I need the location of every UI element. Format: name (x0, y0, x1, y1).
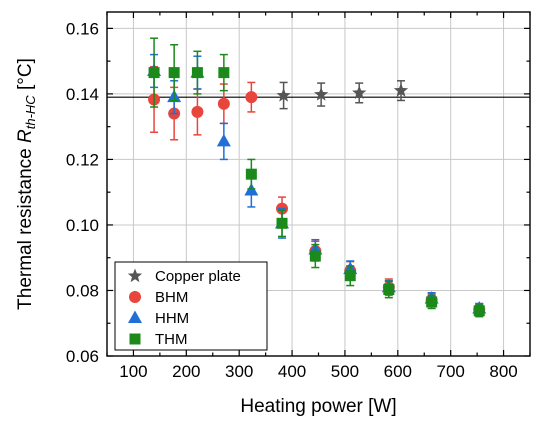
y-tick-label: 0.10 (66, 216, 99, 235)
thm-point (473, 305, 485, 317)
legend-marker-hhm (128, 310, 142, 323)
copper-plate-point (393, 83, 409, 97)
thm-point (245, 168, 257, 180)
legend-label-bhm: BHM (155, 289, 188, 306)
y-axis-title: Thermal resistance Rth-HC [°C] (15, 58, 38, 310)
copper-plate-point (352, 85, 367, 99)
x-axis-title: Heating power [W] (240, 396, 396, 417)
axis-ticks: 100 200 300 400 500 600 700 800 0.06 0.08 0.10 0.12… (66, 12, 531, 381)
thm-point (191, 67, 203, 79)
bhm-point (191, 105, 204, 118)
y-tick-label: 0.08 (66, 281, 99, 300)
y-tick-label: 0.16 (66, 19, 99, 38)
x-tick-label: 400 (278, 362, 306, 381)
y-axis-title-prefix: Thermal resistance (15, 143, 36, 310)
legend-label-thm: THM (155, 331, 188, 348)
legend-marker-thm (129, 333, 141, 345)
y-tick-label: 0.14 (66, 85, 99, 104)
thm-point (344, 270, 356, 282)
bhm-point (217, 97, 230, 110)
legend-marker-bhm (129, 291, 141, 303)
x-tick-label: 300 (225, 362, 253, 381)
thm-point (426, 296, 438, 308)
y-tick-label: 0.06 (66, 347, 99, 366)
x-tick-label: 500 (331, 362, 359, 381)
plot-data (147, 37, 487, 318)
x-tick-label: 200 (172, 362, 200, 381)
y-axis-title-unit: [°C] (15, 58, 36, 95)
y-axis-title-symbol: R (15, 129, 36, 143)
hhm-point (216, 133, 231, 147)
legend-label-hhm: HHM (155, 310, 189, 327)
legend-marker-copper-plate (127, 268, 143, 283)
x-tick-label: 100 (119, 362, 147, 381)
y-tick-label: 0.12 (66, 150, 99, 169)
thm-point (148, 67, 160, 79)
y-axis-title-subscript: th-HC (23, 95, 38, 130)
legend-label-copper-plate: Copper plate (155, 268, 241, 285)
thm-point (276, 217, 288, 229)
copper-plate-point (314, 87, 329, 101)
copper-plate-point (276, 88, 291, 102)
legend: Copper plate BHM HHM THM (114, 261, 268, 351)
x-tick-label: 700 (437, 362, 465, 381)
thm-point (168, 67, 180, 79)
bhm-point (245, 91, 258, 104)
thm-point (218, 67, 230, 79)
x-tick-label: 600 (384, 362, 412, 381)
x-tick-label: 800 (489, 362, 517, 381)
thm-point (309, 250, 321, 262)
thm-point (383, 283, 395, 295)
